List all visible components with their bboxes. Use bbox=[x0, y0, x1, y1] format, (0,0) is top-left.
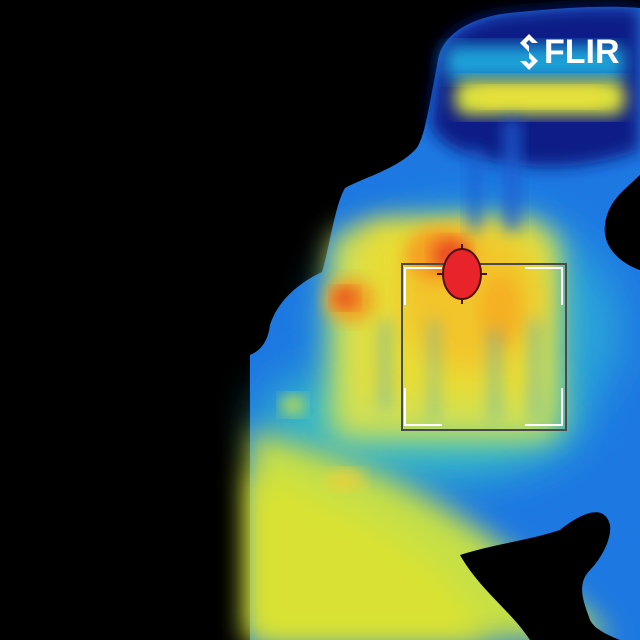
spot-meter-crosshair-icon[interactable] bbox=[437, 244, 487, 304]
flir-logo: FLIR bbox=[518, 30, 620, 74]
measurement-box[interactable] bbox=[401, 263, 567, 431]
scene-cutout bbox=[460, 512, 620, 640]
flir-logo-text: FLIR bbox=[544, 33, 620, 71]
flir-diamond-icon bbox=[520, 34, 538, 70]
